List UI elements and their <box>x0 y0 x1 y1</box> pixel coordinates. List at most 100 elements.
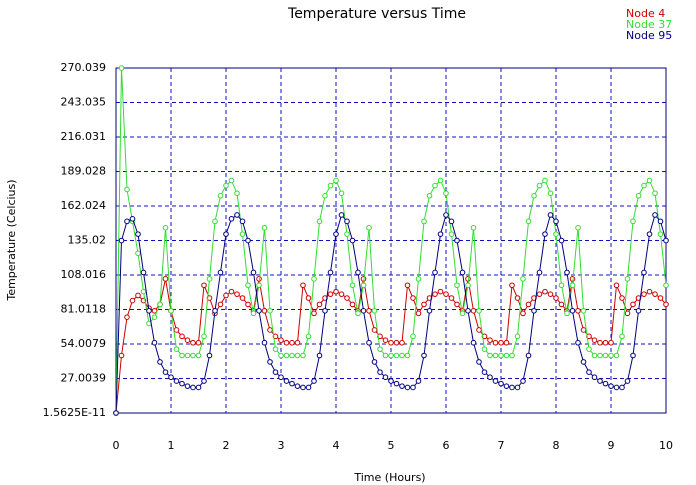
data-point <box>657 218 664 225</box>
data-point <box>135 250 141 257</box>
data-point <box>564 310 570 317</box>
data-point <box>206 276 213 282</box>
data-point <box>564 269 570 276</box>
data-point <box>454 282 460 289</box>
data-point <box>223 231 229 237</box>
data-point <box>558 301 565 308</box>
x-tick-label: 9 <box>608 439 615 452</box>
x-tick-label: 5 <box>388 439 395 452</box>
data-point <box>135 292 141 299</box>
data-point <box>272 346 279 352</box>
data-point <box>514 295 521 301</box>
x-axis-label: Time (Hours) <box>353 471 425 484</box>
data-point <box>283 352 290 359</box>
data-point <box>278 352 284 359</box>
data-point <box>212 307 218 314</box>
data-point <box>470 224 477 231</box>
data-point <box>630 352 636 359</box>
data-point <box>410 384 416 391</box>
data-point <box>327 182 334 189</box>
data-point <box>404 384 411 391</box>
data-point <box>245 301 251 308</box>
data-point <box>217 269 224 276</box>
data-point <box>465 282 471 289</box>
y-tick-label: 1.5625E-11 <box>43 406 106 419</box>
data-point <box>261 339 268 346</box>
data-point <box>448 218 455 225</box>
data-point <box>503 383 510 389</box>
data-point <box>597 378 603 384</box>
data-point <box>190 339 196 346</box>
data-point <box>553 218 559 225</box>
data-point <box>635 193 642 199</box>
data-point <box>228 177 235 184</box>
data-point <box>520 310 526 317</box>
data-point <box>206 352 213 359</box>
data-point <box>410 333 416 340</box>
data-point <box>586 346 592 352</box>
data-point <box>393 352 400 359</box>
data-point <box>487 352 493 359</box>
data-point <box>272 369 279 375</box>
data-point <box>344 218 350 225</box>
data-point <box>531 193 537 199</box>
data-point <box>569 282 576 289</box>
data-point <box>635 307 642 314</box>
data-point <box>597 339 603 346</box>
legend-label: Node 95 <box>626 29 672 42</box>
data-point <box>190 352 196 359</box>
data-point <box>657 231 664 237</box>
data-point <box>294 339 301 346</box>
data-point <box>283 378 290 384</box>
data-point <box>646 288 653 295</box>
data-point <box>135 231 141 237</box>
data-point <box>245 282 251 289</box>
data-point <box>448 231 455 237</box>
data-point <box>289 380 295 387</box>
data-point <box>492 339 499 346</box>
data-point <box>289 339 295 346</box>
data-point <box>476 307 482 314</box>
data-point <box>454 301 460 308</box>
data-point <box>476 327 482 333</box>
data-point <box>311 276 317 282</box>
data-point <box>426 307 433 314</box>
data-point <box>652 212 658 218</box>
data-point <box>487 337 493 343</box>
data-point <box>261 224 268 231</box>
data-point <box>201 378 207 384</box>
data-point <box>432 269 438 276</box>
data-point <box>184 383 191 389</box>
data-point <box>382 374 389 381</box>
data-point <box>162 224 169 231</box>
data-point <box>388 339 394 346</box>
x-tick-label: 7 <box>498 439 505 452</box>
data-point <box>305 384 312 391</box>
data-point <box>212 218 218 225</box>
x-tick-label: 3 <box>278 439 285 452</box>
data-point <box>195 384 202 391</box>
data-point <box>663 237 669 244</box>
data-point <box>239 218 246 225</box>
y-tick-label: 81.0118 <box>61 302 107 315</box>
data-point <box>421 218 427 225</box>
data-point <box>113 410 119 416</box>
data-point <box>195 352 202 359</box>
data-point <box>234 190 240 197</box>
data-point <box>388 352 394 359</box>
data-point <box>179 333 185 340</box>
data-point <box>437 288 444 295</box>
data-point <box>608 339 614 346</box>
chart-title: Temperature versus Time <box>287 6 466 22</box>
data-point <box>399 352 405 359</box>
data-point <box>646 231 653 237</box>
data-point <box>580 359 587 365</box>
data-point <box>322 307 328 314</box>
data-point <box>382 337 389 343</box>
data-point <box>124 314 130 320</box>
data-point <box>294 383 301 389</box>
data-point <box>311 378 317 384</box>
data-point <box>250 310 257 317</box>
y-tick-label: 108.016 <box>61 268 107 281</box>
data-point <box>608 383 614 389</box>
